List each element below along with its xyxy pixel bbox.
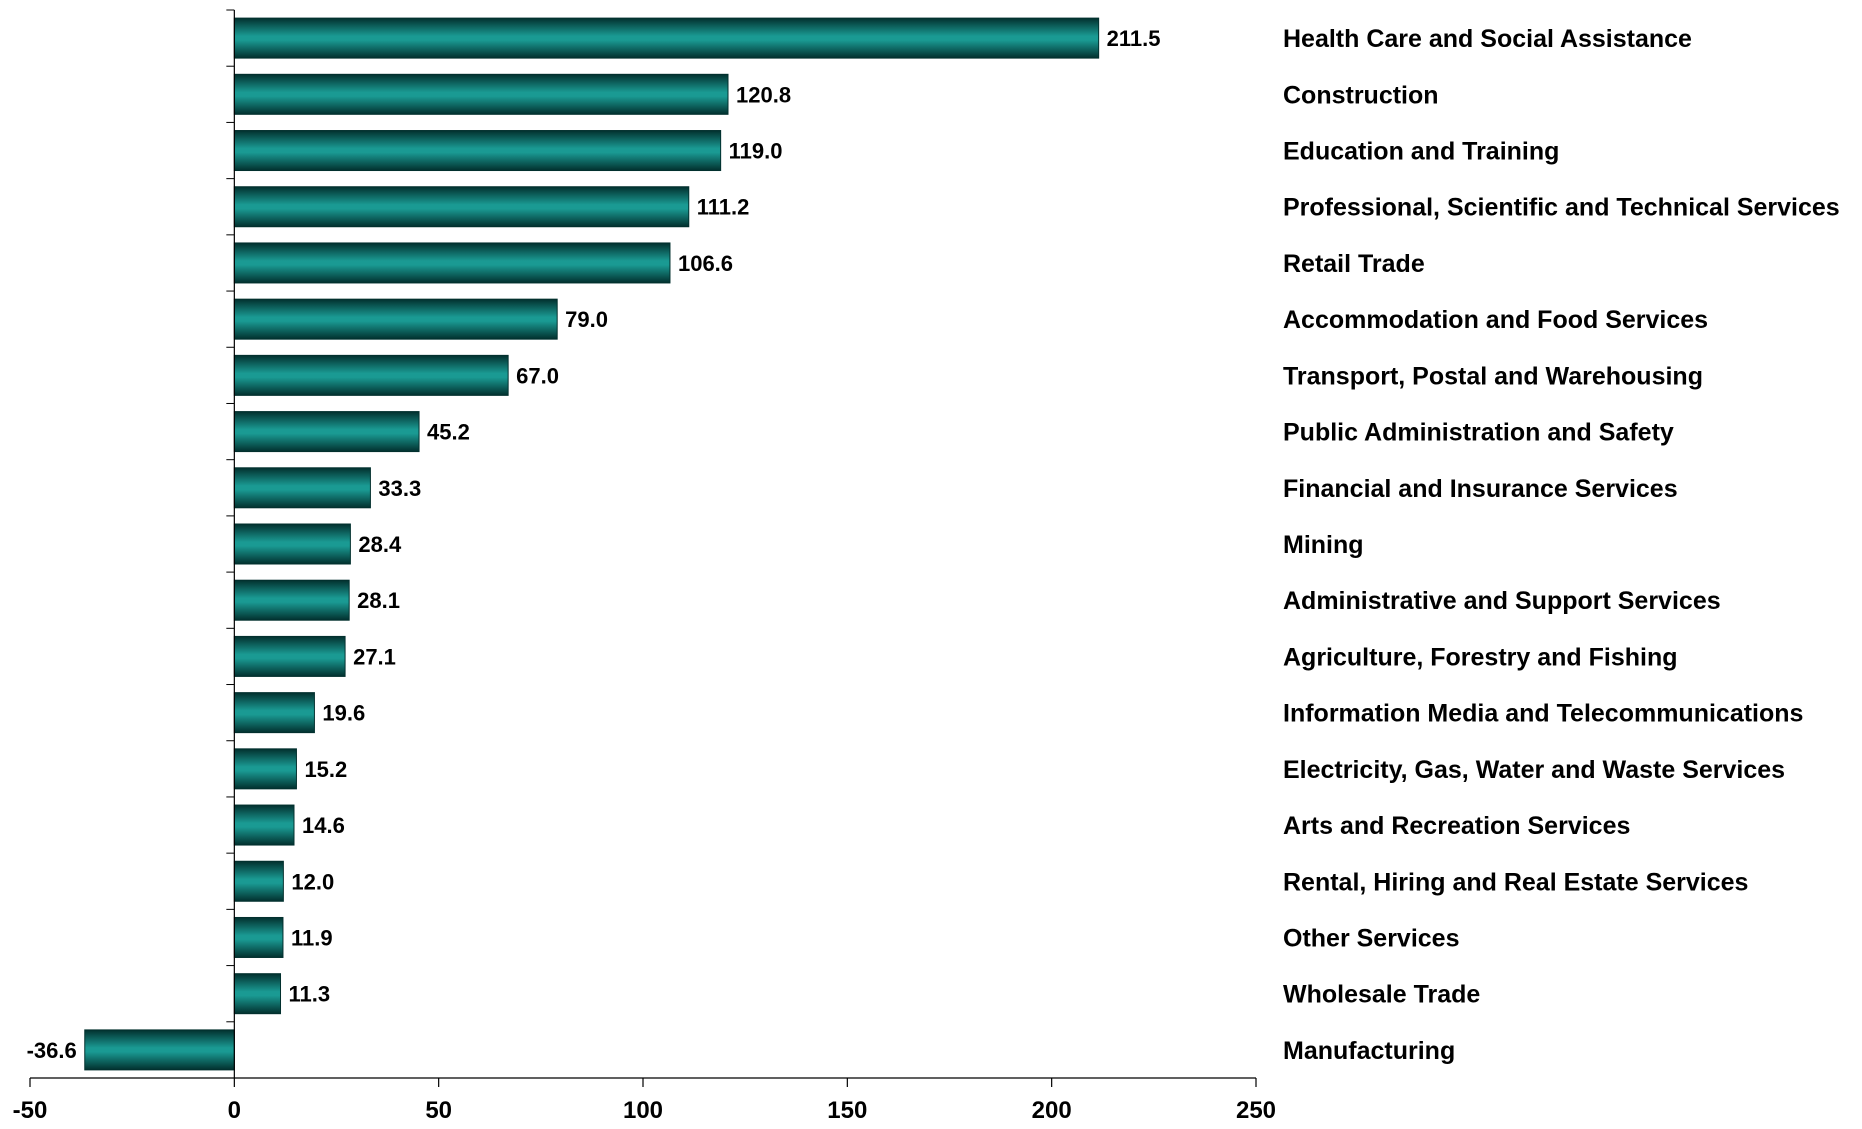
data-label: 15.2 — [304, 757, 347, 782]
data-label: 211.5 — [1107, 26, 1161, 51]
bar — [233, 916, 284, 958]
bar — [233, 748, 297, 790]
category-label: Mining — [1283, 531, 1364, 559]
data-label: -36.6 — [27, 1038, 77, 1063]
bar — [233, 242, 671, 284]
bar — [233, 523, 351, 565]
category-label: Professional, Scientific and Technical S… — [1283, 194, 1840, 222]
data-label: 28.1 — [357, 588, 400, 613]
data-label: 120.8 — [736, 82, 791, 107]
x-tick-label: 250 — [1236, 1097, 1276, 1124]
category-label: Transport, Postal and Warehousing — [1283, 362, 1703, 390]
category-label: Arts and Recreation Services — [1283, 812, 1630, 840]
category-label: Wholesale Trade — [1283, 981, 1480, 1009]
x-tick-label: 150 — [827, 1097, 867, 1124]
x-tick-label: 0 — [228, 1097, 241, 1124]
data-label: 11.3 — [289, 982, 331, 1007]
category-label: Retail Trade — [1283, 250, 1425, 278]
bar — [84, 1029, 235, 1071]
bar — [233, 411, 420, 453]
bar — [233, 298, 558, 340]
category-label: Information Media and Telecommunications — [1283, 700, 1803, 728]
data-label: 79.0 — [565, 307, 608, 332]
data-label: 11.9 — [291, 925, 333, 950]
axes — [29, 9, 1257, 1087]
category-label: Health Care and Social Assistance — [1283, 25, 1692, 53]
data-label: 27.1 — [353, 644, 396, 669]
category-label: Other Services — [1283, 924, 1460, 952]
data-label: 14.6 — [302, 813, 345, 838]
bar — [233, 579, 350, 621]
x-tick-label: 100 — [623, 1097, 663, 1124]
category-label: Construction — [1283, 81, 1439, 109]
category-label: Rental, Hiring and Real Estate Services — [1283, 868, 1748, 896]
data-label: 28.4 — [358, 532, 402, 557]
category-label: Financial and Insurance Services — [1283, 475, 1678, 503]
data-label: 119.0 — [729, 139, 783, 164]
data-label: 67.0 — [516, 363, 559, 388]
bar — [233, 467, 371, 509]
category-label: Accommodation and Food Services — [1283, 306, 1708, 334]
data-label: 33.3 — [378, 476, 421, 501]
category-label: Administrative and Support Services — [1283, 587, 1721, 615]
x-tick-label: 200 — [1032, 1097, 1072, 1124]
category-label: Agriculture, Forestry and Fishing — [1283, 643, 1678, 671]
bar — [233, 860, 284, 902]
x-tick-label: -50 — [13, 1097, 48, 1124]
data-label: 12.0 — [291, 869, 334, 894]
category-label: Manufacturing — [1283, 1037, 1455, 1065]
data-label: 106.6 — [678, 251, 733, 276]
data-label: 45.2 — [427, 420, 470, 445]
bar — [233, 692, 315, 734]
category-label: Electricity, Gas, Water and Waste Servic… — [1283, 756, 1785, 784]
bar — [233, 354, 509, 396]
bar — [233, 186, 690, 228]
category-label: Public Administration and Safety — [1283, 419, 1674, 447]
bar — [233, 73, 729, 115]
bar — [233, 635, 346, 677]
data-label: 111.2 — [697, 195, 750, 220]
bar — [233, 973, 282, 1015]
category-label: Education and Training — [1283, 138, 1559, 166]
bars — [84, 17, 1100, 1071]
labels: 211.5 Health Care and Social Assistance 12… — [13, 25, 1840, 1124]
bar — [233, 17, 1100, 59]
data-label: 19.6 — [322, 701, 365, 726]
bar — [233, 130, 722, 172]
bar — [233, 804, 295, 846]
x-tick-label: 50 — [425, 1097, 452, 1124]
